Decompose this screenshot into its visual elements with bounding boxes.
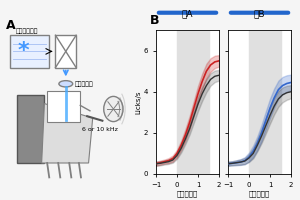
Title: 音B: 音B bbox=[254, 9, 265, 18]
Polygon shape bbox=[47, 91, 80, 122]
Title: 音A: 音A bbox=[182, 9, 193, 18]
X-axis label: 時間（秒）: 時間（秒） bbox=[249, 190, 270, 197]
Text: 集光レンズ: 集光レンズ bbox=[75, 81, 94, 87]
Text: B: B bbox=[150, 14, 160, 27]
Text: A: A bbox=[6, 19, 15, 32]
Polygon shape bbox=[42, 104, 93, 163]
Text: 青色レーザー: 青色レーザー bbox=[15, 28, 38, 33]
X-axis label: 時間（秒）: 時間（秒） bbox=[177, 190, 198, 197]
Bar bbox=[249, 30, 280, 174]
Bar bbox=[10, 35, 49, 68]
Text: *: * bbox=[18, 41, 29, 61]
Y-axis label: Licks/s: Licks/s bbox=[135, 90, 141, 114]
Circle shape bbox=[104, 96, 123, 122]
Text: 6 or 10 kHz: 6 or 10 kHz bbox=[82, 127, 118, 132]
Bar bbox=[177, 30, 208, 174]
Bar bbox=[56, 35, 76, 68]
Bar bbox=[17, 95, 44, 163]
Ellipse shape bbox=[59, 81, 73, 87]
